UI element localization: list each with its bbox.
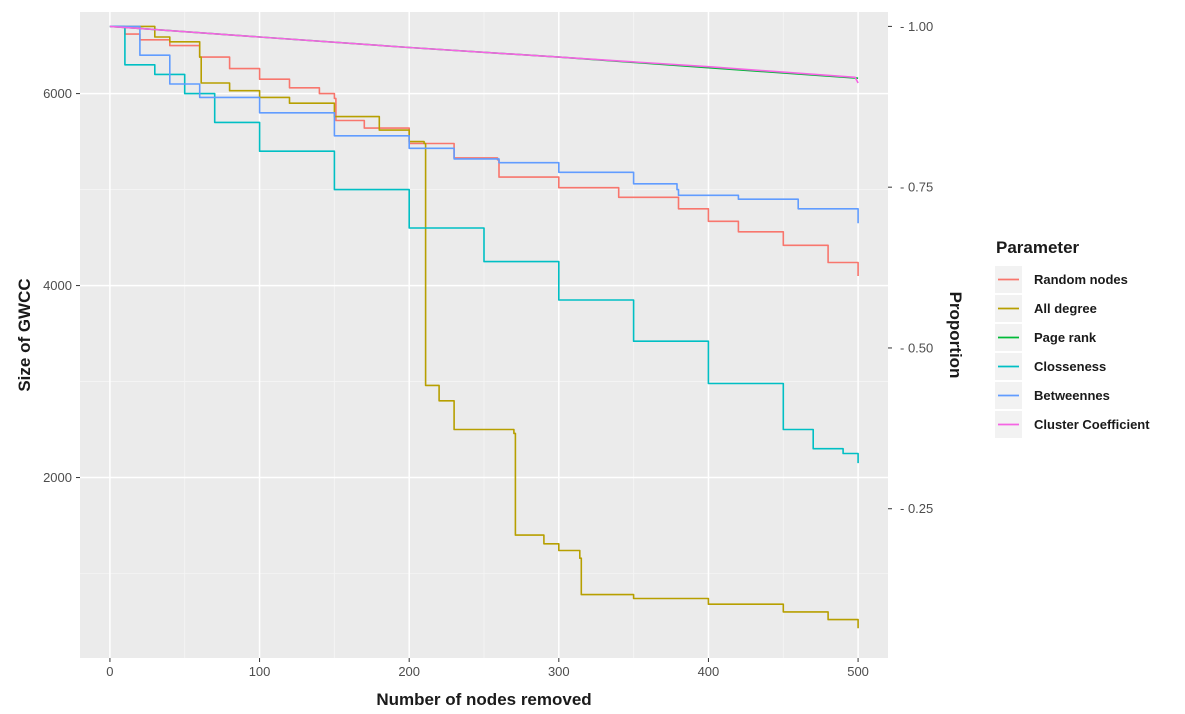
x-tick-label: 300 <box>548 664 570 679</box>
series-lines <box>109 25 859 629</box>
y-axis-title: Size of GWCC <box>15 278 34 391</box>
y2-tick-label: - 0.25 <box>900 501 933 516</box>
legend-label-random-nodes: Random nodes <box>1034 272 1128 287</box>
x-tick-label: 500 <box>847 664 869 679</box>
legend-label-cluster-coefficient: Cluster Coefficient <box>1034 417 1150 432</box>
y2-tick-label: - 1.00 <box>900 19 933 34</box>
y-tick-label: 2000 <box>43 470 72 485</box>
x-tick-label: 0 <box>106 664 113 679</box>
y-tick-label: 6000 <box>43 86 72 101</box>
grid-minor <box>80 12 888 658</box>
grid-major <box>80 12 888 658</box>
series-line-cluster-coefficient <box>109 25 859 84</box>
series-line-closseness <box>109 25 859 464</box>
y-tick-label: 4000 <box>43 278 72 293</box>
series-line-all-degree <box>109 25 859 629</box>
legend: Parameter Random nodes All degree Page ran… <box>995 238 1150 438</box>
series-line-betweennes <box>109 25 859 224</box>
y2-axis-title: Proportion <box>946 292 965 379</box>
axes: 0 100 200 300 400 500 2000 4000 6000 - 0.25 - 0.50… <box>43 19 933 679</box>
x-tick-label: 200 <box>398 664 420 679</box>
y2-tick-label: - 0.75 <box>900 180 933 195</box>
legend-label-all-degree: All degree <box>1034 301 1097 316</box>
x-tick-label: 400 <box>698 664 720 679</box>
legend-label-page-rank: Page rank <box>1034 330 1097 345</box>
x-tick-label: 100 <box>249 664 271 679</box>
y2-tick-label: - 0.50 <box>900 340 933 355</box>
legend-label-betweennes: Betweennes <box>1034 388 1110 403</box>
legend-label-closseness: Closseness <box>1034 359 1106 374</box>
legend-title: Parameter <box>996 238 1080 257</box>
x-axis-title: Number of nodes removed <box>376 690 591 709</box>
